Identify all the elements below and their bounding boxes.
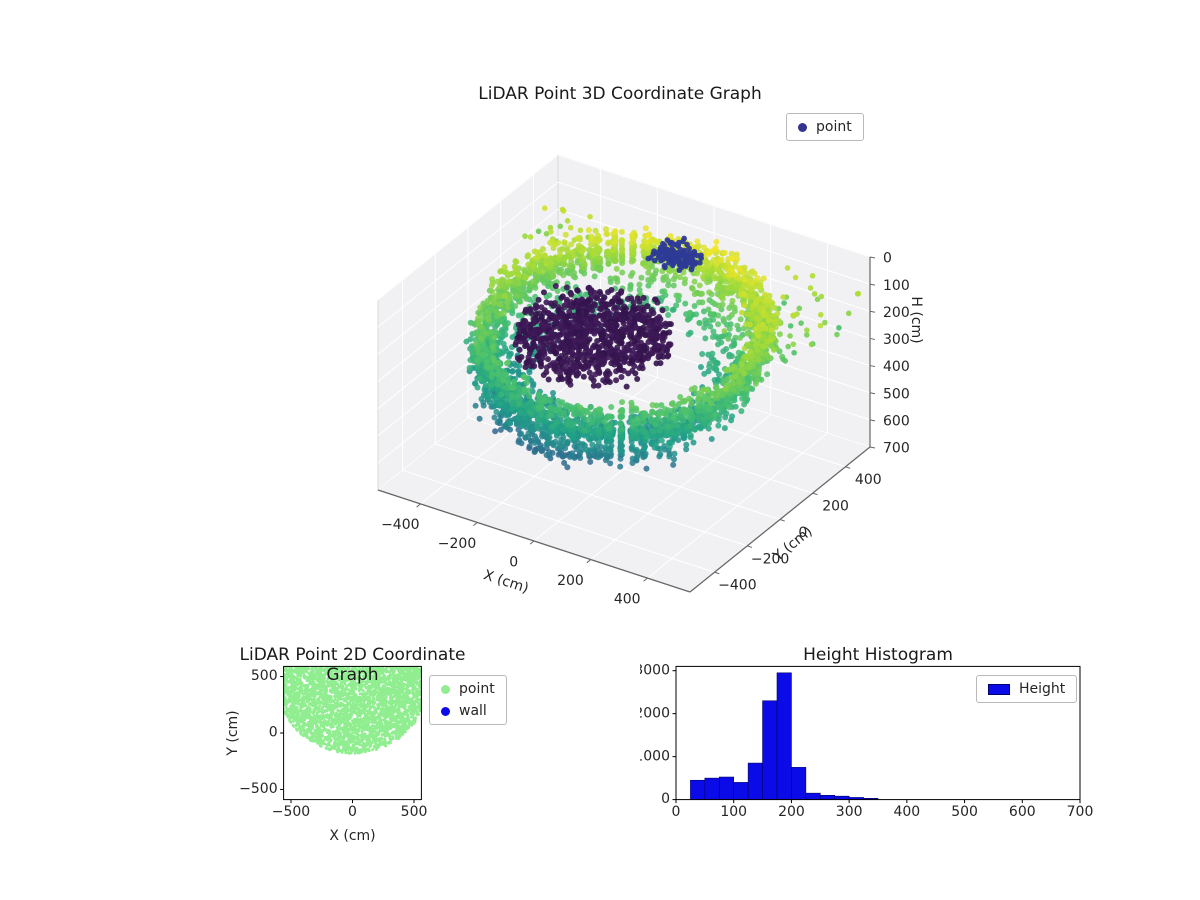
plot2d-legend: point wall: [429, 675, 507, 725]
plot3d-legend: point: [786, 113, 864, 141]
legend-entry-point: point: [798, 119, 852, 135]
height-bar-icon: [988, 683, 1010, 695]
histogram-title: Height Histogram: [803, 645, 953, 665]
point-marker-icon: [798, 122, 807, 132]
histogram-legend: Height: [976, 675, 1078, 703]
plot3d-title: LiDAR Point 3D Coordinate Graph: [478, 84, 762, 104]
legend-entry-height: Height: [988, 681, 1065, 697]
legend-label: wall: [459, 703, 487, 719]
plot2d-title: LiDAR Point 2D Coordinate Graph: [239, 645, 466, 685]
legend-label: point: [816, 119, 852, 135]
point-marker-icon: [441, 684, 450, 694]
plot2d-xlabel: X (cm): [329, 828, 376, 844]
legend-label: point: [459, 681, 495, 697]
plot3d-zlabel: H (cm): [908, 296, 924, 344]
legend-entry-wall: wall: [441, 703, 495, 719]
plot2d-ylabel: Y (cm): [225, 710, 241, 756]
legend-label: Height: [1019, 681, 1066, 697]
plot3d-canvas: [300, 140, 940, 660]
wall-marker-icon: [441, 706, 450, 716]
legend-entry-point: point: [441, 681, 495, 697]
